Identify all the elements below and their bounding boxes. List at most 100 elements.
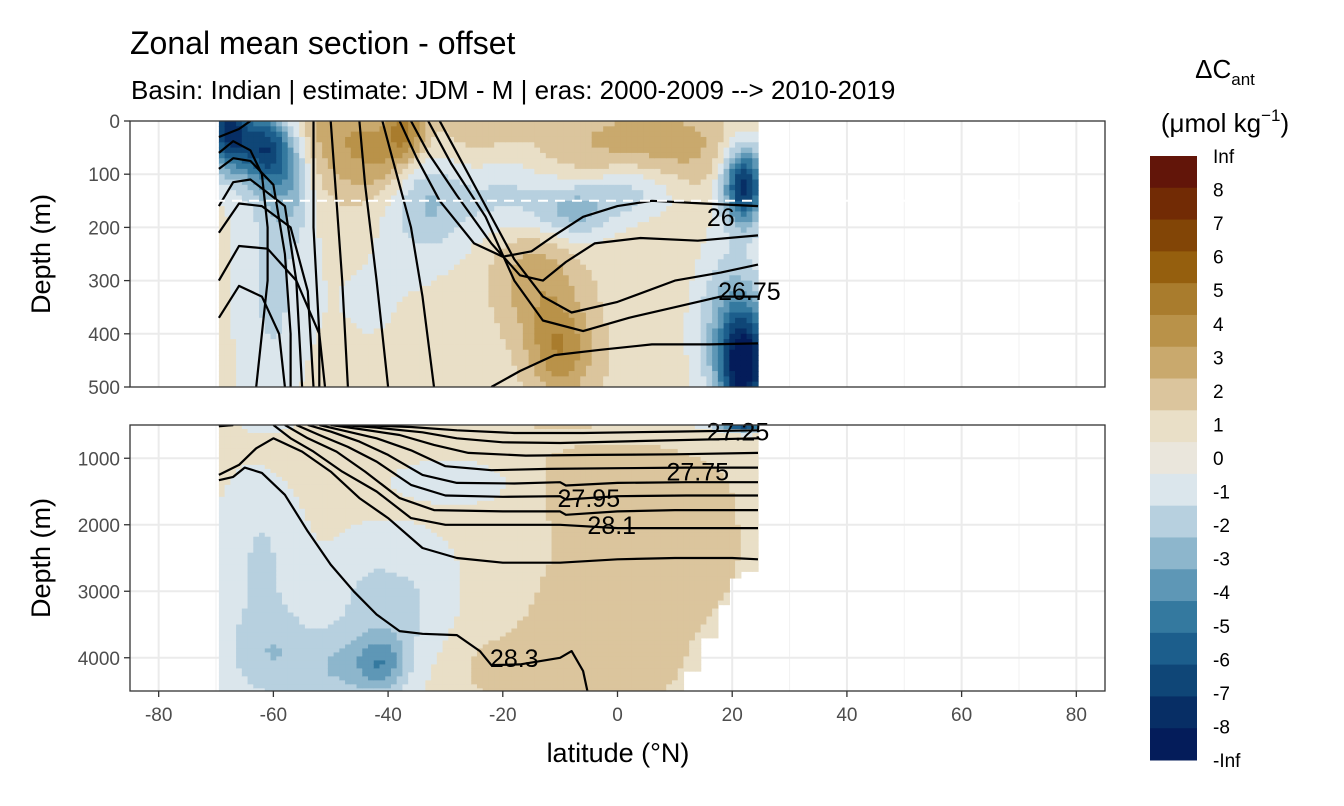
field-cell (494, 243, 501, 250)
field-cell (505, 381, 512, 387)
field-cell (735, 317, 742, 324)
field-cell (557, 131, 564, 138)
field-cell (218, 596, 226, 602)
field-cell (551, 126, 558, 133)
field-cell (448, 333, 455, 340)
field-cell (637, 211, 644, 218)
field-cell (717, 238, 725, 244)
field-cell (476, 264, 484, 271)
field-cell (368, 259, 375, 266)
field-cell (540, 328, 547, 335)
field-cell (425, 254, 432, 260)
field-cell (385, 232, 392, 239)
field-cell (557, 222, 564, 228)
field-cell (723, 269, 730, 276)
field-cell (649, 333, 656, 340)
field-cell (522, 376, 530, 383)
field-cell (253, 248, 260, 255)
field-cell (620, 131, 627, 138)
field-cell (218, 516, 226, 522)
field-cell (700, 339, 707, 346)
field-cell (712, 248, 719, 255)
field-cell (649, 381, 656, 387)
field-cell (425, 121, 432, 127)
field-cell (706, 280, 713, 287)
field-cell (276, 365, 283, 372)
field-cell (408, 179, 415, 186)
field-cell (511, 227, 518, 234)
field-cell (316, 158, 323, 165)
field-cell (626, 142, 633, 149)
field-cell (574, 328, 581, 335)
field-cell (465, 317, 472, 324)
field-cell (499, 312, 507, 319)
field-cell (580, 285, 587, 292)
field-cell (643, 339, 650, 346)
field-cell (339, 158, 346, 165)
field-cell (390, 174, 398, 181)
field-cell (333, 339, 340, 346)
field-cell (362, 238, 369, 244)
field-cell (585, 349, 593, 356)
field-cell (568, 307, 576, 314)
field-cell (356, 307, 363, 314)
field-cell (230, 596, 237, 602)
field-cell (224, 317, 231, 324)
field-cell (574, 238, 581, 244)
field-cell (534, 248, 541, 255)
field-cell (522, 168, 530, 175)
field-cell (465, 211, 472, 218)
field-cell (563, 211, 570, 218)
field-cell (717, 307, 725, 314)
field-cell (454, 136, 461, 143)
field-cell (356, 381, 363, 387)
field-cell (677, 371, 685, 377)
field-cell (666, 142, 673, 149)
field-cell (465, 158, 472, 165)
field-cell (706, 365, 713, 372)
field-cell (706, 323, 713, 330)
field-cell (362, 312, 369, 319)
field-cell (740, 291, 748, 298)
field-cell (356, 142, 363, 149)
field-cell (643, 376, 650, 383)
field-cell (459, 152, 467, 159)
field-cell (494, 291, 501, 298)
field-cell (649, 227, 656, 234)
field-cell (385, 360, 392, 367)
field-cell (517, 190, 524, 197)
field-cell (431, 328, 438, 335)
field-cell (390, 301, 398, 308)
field-cell (689, 152, 696, 159)
field-cell (322, 136, 329, 143)
field-cell (585, 174, 593, 181)
field-cell (511, 179, 518, 186)
field-cell (752, 158, 759, 165)
field-cell (224, 584, 231, 590)
field-cell (631, 152, 639, 159)
field-cell (304, 264, 312, 271)
field-cell (723, 158, 730, 165)
field-cell (729, 206, 736, 213)
field-cell (608, 179, 616, 186)
field-cell (293, 328, 300, 335)
field-cell (660, 328, 667, 335)
field-cell (660, 238, 667, 244)
field-cell (253, 254, 260, 260)
field-cell (671, 126, 679, 133)
field-cell (689, 355, 696, 361)
field-cell (345, 195, 352, 202)
field-cell (677, 121, 685, 127)
field-cell (368, 360, 375, 367)
field-cell (574, 168, 581, 175)
field-cell (591, 184, 599, 191)
field-cell (488, 291, 495, 298)
field-cell (694, 344, 702, 351)
field-cell (649, 232, 656, 239)
field-cell (339, 339, 346, 346)
field-cell (649, 248, 656, 255)
field-cell (694, 126, 702, 133)
field-cell (568, 371, 576, 377)
field-cell (729, 344, 736, 351)
field-cell (620, 147, 627, 154)
